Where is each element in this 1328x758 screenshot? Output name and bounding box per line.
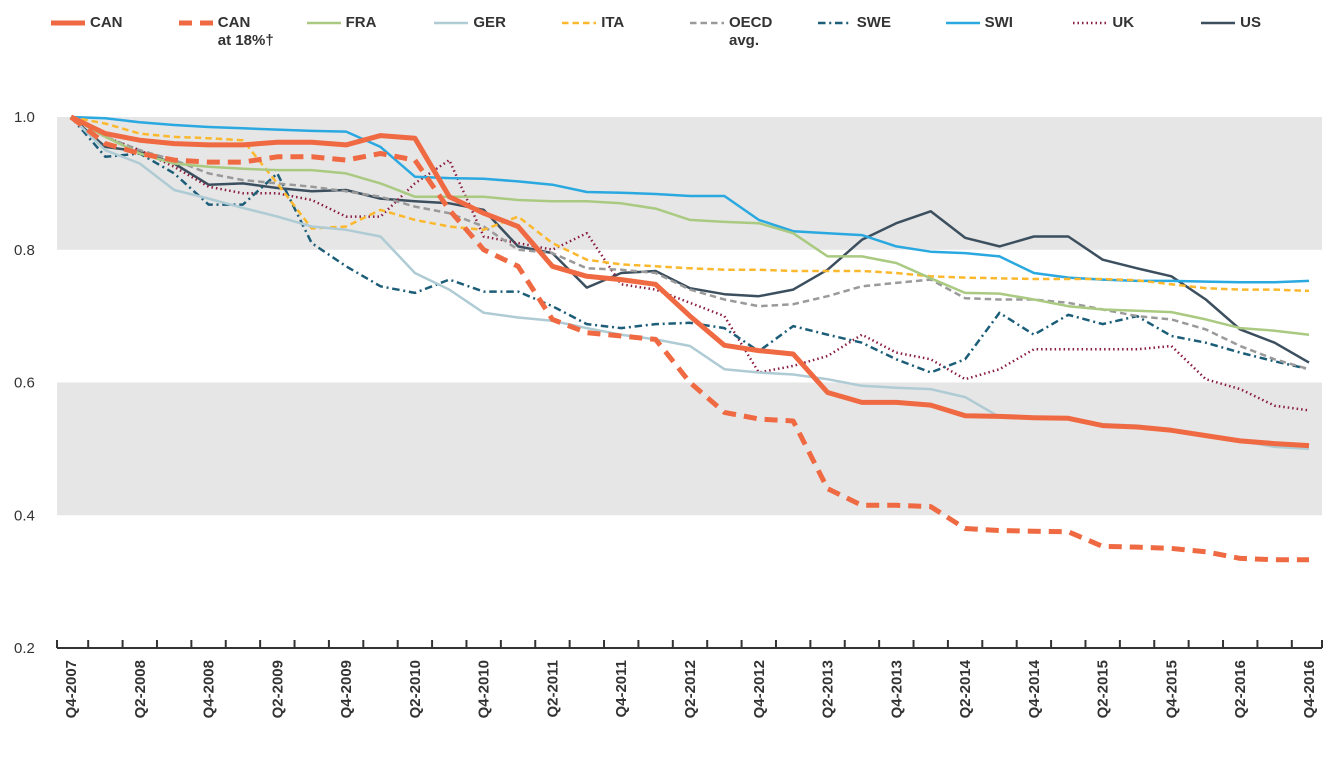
- legend-label: CAN: [90, 14, 123, 31]
- series-line: [70, 115, 1310, 336]
- series-line: [69, 114, 1310, 449]
- legend-label: OECD avg.: [728, 14, 773, 49]
- series-line: [70, 115, 1310, 293]
- y-tick-label: 0.8: [14, 242, 35, 259]
- x-tick-label: Q2-2008: [132, 660, 149, 718]
- y-tick-label: 0.6: [14, 375, 35, 392]
- legend-swatch: [562, 21, 597, 25]
- legend-swatch: [1201, 21, 1236, 25]
- x-tick-label: Q2-2012: [682, 660, 699, 718]
- x-tick-label: Q4-2009: [338, 660, 355, 718]
- legend-item: CAN at 18%†: [178, 14, 306, 74]
- legend-swatch: [178, 20, 213, 26]
- series-line: [69, 115, 1309, 563]
- y-tick-label: 0.2: [14, 640, 35, 657]
- x-tick-label: Q2-2010: [407, 660, 424, 718]
- legend-swatch: [51, 20, 85, 26]
- legend-label: GER: [473, 14, 506, 31]
- legend-swatch: [1073, 21, 1108, 25]
- legend-item: OECD avg.: [689, 14, 817, 74]
- legend-label: FRA: [345, 14, 377, 31]
- legend-item: GER: [433, 14, 561, 74]
- x-tick-label: Q2-2013: [820, 660, 837, 718]
- legend-label: SWE: [856, 14, 891, 31]
- legend-label: US: [1240, 14, 1262, 31]
- x-tick-label: Q4-2012: [751, 660, 768, 718]
- series-line: [70, 116, 1310, 364]
- legend-item: UK: [1072, 14, 1200, 74]
- legend-swatch: [817, 21, 852, 25]
- series-line: [70, 115, 1310, 284]
- legend-swatch: [434, 21, 469, 25]
- legend-label: ITA: [601, 14, 625, 31]
- x-tick-label: Q4-2010: [476, 660, 493, 718]
- x-tick-label: Q4-2015: [1163, 660, 1180, 718]
- x-tick-label: Q4-2013: [888, 660, 905, 718]
- x-tick-label: Q2-2014: [957, 659, 974, 718]
- legend-item: SWI: [945, 14, 1073, 74]
- x-tick-label: Q4-2016: [1301, 660, 1318, 718]
- x-tick-label: Q4-2008: [201, 660, 218, 718]
- legend-item: CAN: [50, 14, 178, 74]
- legend-label: CAN at 18%†: [217, 14, 274, 49]
- legend-item: US: [1200, 14, 1328, 74]
- x-tick-label: Q2-2015: [1095, 660, 1112, 718]
- legend-swatch: [945, 21, 980, 25]
- legend-item: SWE: [817, 14, 945, 74]
- grid-band: [57, 382, 1322, 516]
- y-tick-label: 1.0: [14, 109, 35, 126]
- x-tick-label: Q4-2007: [63, 660, 80, 718]
- legend: CAN CAN at 18%† FRA GER ITA OECD avg. SWE SWI UK…: [50, 14, 1328, 74]
- x-tick-label: Q4-2011: [613, 660, 630, 718]
- x-tick-label: Q2-2016: [1232, 660, 1249, 718]
- legend-item: ITA: [561, 14, 689, 74]
- legend-swatch: [306, 21, 341, 25]
- x-tick-label: Q2-2011: [544, 660, 561, 718]
- legend-label: UK: [1112, 14, 1135, 31]
- legend-swatch: [689, 21, 724, 25]
- legend-item: FRA: [306, 14, 434, 74]
- series-line: [70, 116, 1310, 374]
- y-tick-label: 0.4: [14, 507, 35, 524]
- x-tick-label: Q4-2014: [1026, 659, 1043, 718]
- x-tick-label: Q2-2009: [269, 660, 286, 718]
- legend-label: SWI: [984, 14, 1013, 31]
